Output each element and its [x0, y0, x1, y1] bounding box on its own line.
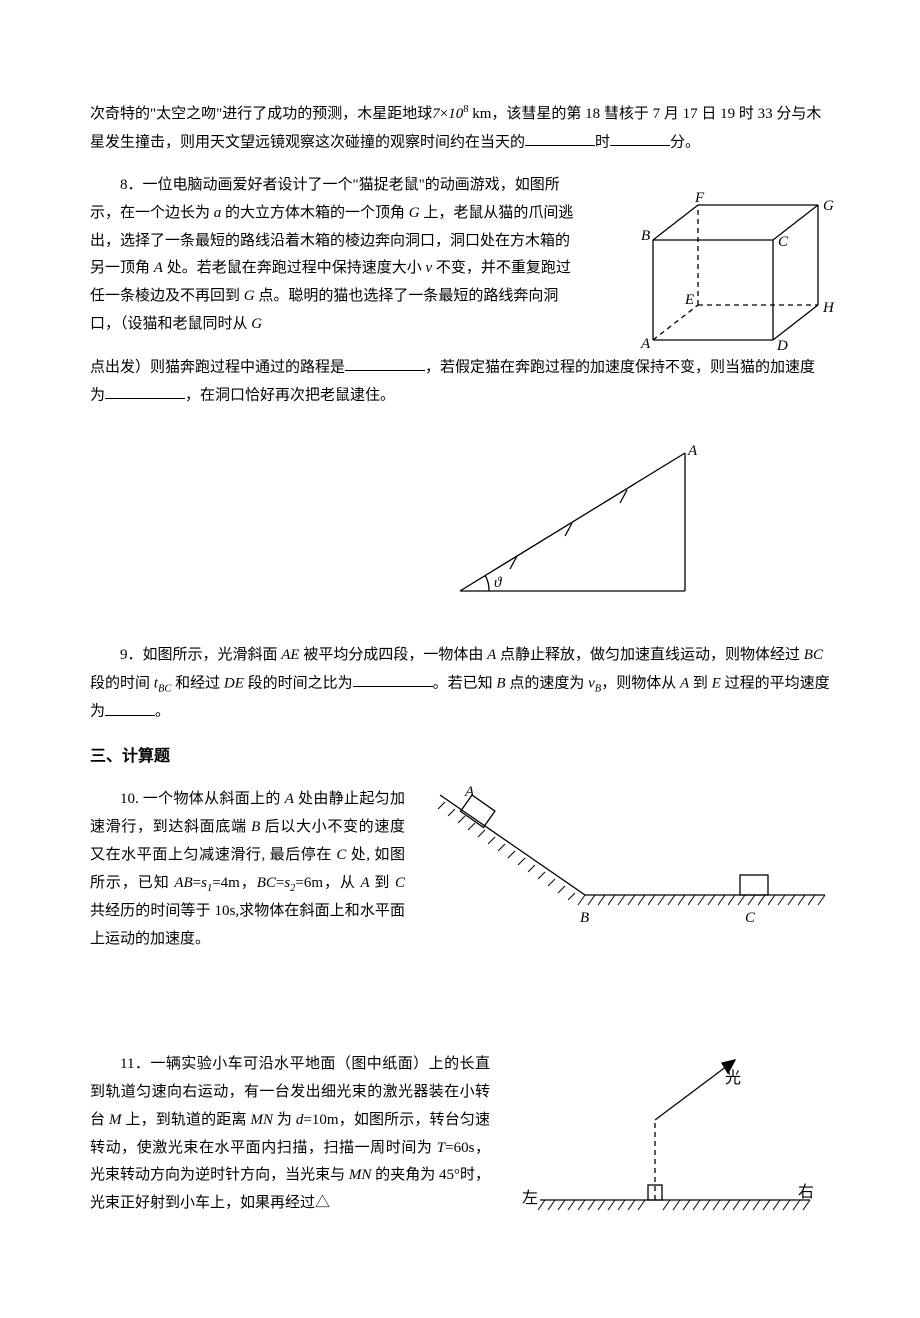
q11-mn2: MN — [349, 1167, 372, 1183]
cube-label-C: C — [778, 234, 789, 250]
q10-v2: =6m，从 — [295, 875, 360, 891]
blank-hour — [525, 129, 595, 147]
cube-label-F: F — [694, 190, 705, 206]
q9-l5: 和经过 — [171, 675, 224, 691]
question-7: 次奇特的"太空之吻"进行了成功的预测，木星距地球7×108 km，该彗星的第 1… — [90, 100, 830, 157]
q8-g2: G — [244, 288, 255, 304]
light-label: 光 — [725, 1069, 741, 1087]
question-9: 9．如图所示，光滑斜面 AE 被平均分成四段，一物体由 A 点静止释放，做匀加速… — [90, 642, 830, 727]
times: × — [440, 106, 448, 122]
question-10: 10. 一个物体从斜面上的 A 处由静止起匀加速滑行，到达斜面底端 B 后以大小… — [90, 786, 830, 956]
q11-t: T — [437, 1140, 445, 1156]
incline-label-B: B — [580, 910, 589, 926]
q9-vb: v — [588, 675, 595, 691]
q11-m: M — [109, 1112, 122, 1128]
blank-min — [610, 129, 670, 147]
ten: 10 — [448, 106, 463, 122]
seven: 7 — [432, 106, 440, 122]
incline-label-A: A — [464, 784, 475, 800]
cube-label-H: H — [822, 300, 835, 316]
q7-intro: 次奇特的"太空之吻"进行了成功的预测，木星距地球 — [90, 106, 432, 122]
q9-ae: AE — [281, 647, 299, 663]
q8-l9: ，在洞口恰好再次把老鼠逮住。 — [185, 387, 395, 403]
q8-l4: 处。若老鼠在奔跑过程中保持速度大小 — [163, 260, 426, 276]
section-3-heading: 三、计算题 — [90, 742, 830, 772]
q11-l2: 上，到轨道的距离 — [122, 1112, 251, 1128]
q9-l10: 到 — [689, 675, 712, 691]
q9-e: E — [712, 675, 721, 691]
q8-text: 8．一位电脑动画爱好者设计了一个"猫捉老鼠"的动画游戏，如图所示，在一个边长为 … — [90, 172, 580, 339]
q9-b: B — [496, 675, 505, 691]
triangle-figure: A ϑ — [430, 443, 720, 603]
q10-c2: C — [395, 875, 405, 891]
incline-figure: A B C — [425, 780, 845, 940]
light-figure: 光 左 右 — [510, 1045, 830, 1225]
cube-label-B: B — [641, 228, 650, 244]
incline-label-C: C — [745, 910, 756, 926]
q9-l3: 点静止释放，做匀加速直线运动，则物体经过 — [496, 647, 804, 663]
q10-l5: 到 — [370, 875, 395, 891]
blank-vel — [105, 698, 155, 716]
cube-label-E: E — [684, 292, 694, 308]
suffix1: 时 — [595, 134, 610, 150]
question-11: 11．一辆实验小车可沿水平地面（图中纸面）上的长直到轨道匀速向右运动，有一台发出… — [90, 1051, 830, 1218]
cube-label-D: D — [776, 338, 788, 354]
cube-label-A: A — [640, 336, 651, 352]
q10-c: C — [336, 847, 346, 863]
q10-a2: A — [361, 875, 370, 891]
q7-text: 次奇特的"太空之吻"进行了成功的预测，木星距地球7×108 km，该彗星的第 1… — [90, 100, 830, 157]
light-left: 左 — [522, 1189, 538, 1207]
light-right: 右 — [798, 1183, 814, 1201]
q8-l7: 点出发）则猫奔跑过程中通过的路程是 — [90, 359, 345, 375]
q9-l2: 被平均分成四段，一物体由 — [300, 647, 488, 663]
q9-l12: 。 — [155, 704, 170, 720]
q8-g3: G — [251, 316, 262, 332]
blank-accel — [105, 382, 185, 400]
q9-l4: 段的时间 — [90, 675, 154, 691]
q9-a2: A — [680, 675, 689, 691]
q10-text: 10. 一个物体从斜面上的 A 处由静止起匀加速滑行，到达斜面底端 B 后以大小… — [90, 786, 405, 953]
q11-l3: 为 — [273, 1112, 296, 1128]
q9-a: A — [487, 647, 496, 663]
q10-a: A — [285, 791, 294, 807]
q11-text: 11．一辆实验小车可沿水平地面（图中纸面）上的长直到轨道匀速向右运动，有一台发出… — [90, 1051, 490, 1218]
q10-b: B — [251, 819, 260, 835]
q9-bc: BC — [804, 647, 823, 663]
q9-de: DE — [224, 675, 244, 691]
q8-l2: 的大立方体木箱的一个顶角 — [221, 205, 409, 221]
q9-l9: ，则物体从 — [601, 675, 680, 691]
question-8: 8．一位电脑动画爱好者设计了一个"猫捉老鼠"的动画游戏，如图所示，在一个边长为 … — [90, 172, 830, 410]
q10-v1: =4m， — [212, 875, 256, 891]
cube-label-G: G — [823, 198, 834, 214]
blank-path — [345, 354, 425, 372]
q8-a2: A — [154, 260, 163, 276]
cube-figure: A B C D E F G H — [613, 190, 838, 370]
q10-l1: 10. 一个物体从斜面上的 — [120, 791, 285, 807]
q9-l1: 9．如图所示，光滑斜面 — [120, 647, 281, 663]
q9-l8: 点的速度为 — [506, 675, 589, 691]
triangle-label-theta: ϑ — [494, 575, 503, 591]
q9-l7: 。若已知 — [433, 675, 497, 691]
q9-text: 9．如图所示，光滑斜面 AE 被平均分成四段，一物体由 A 点静止释放，做匀加速… — [90, 642, 830, 727]
q10-l6: 共经历的时间等于 10s,求物体在斜面上和水平面上运动的加速度。 — [90, 903, 405, 947]
q10-ab: AB — [174, 875, 192, 891]
q9-l6: 段的时间之比为 — [244, 675, 353, 691]
q8-g1: G — [409, 205, 420, 221]
q9-tsub: BC — [158, 683, 171, 694]
suffix2: 分。 — [670, 134, 700, 150]
q10-bc2: BC — [257, 875, 276, 891]
blank-ratio — [353, 670, 433, 688]
q10-eq1: = — [193, 875, 201, 891]
q11-mn: MN — [250, 1112, 273, 1128]
triangle-label-A: A — [687, 443, 698, 459]
